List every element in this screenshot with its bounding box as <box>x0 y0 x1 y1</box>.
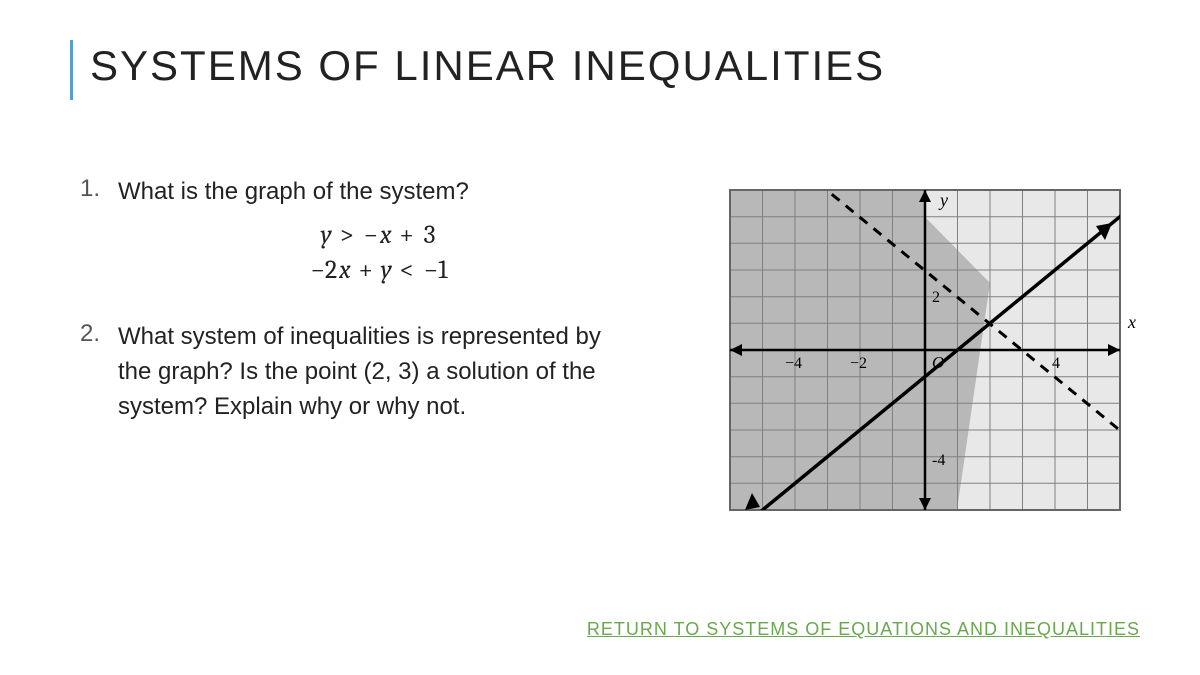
list-number-1: 1. <box>80 175 118 203</box>
list-number-2: 2. <box>80 320 118 348</box>
svg-text:2: 2 <box>932 289 940 306</box>
svg-text:x: x <box>1127 312 1136 332</box>
question-2-text: What system of inequalities is represent… <box>118 320 640 424</box>
question-list: 1. What is the graph of the system? y > … <box>80 175 640 448</box>
svg-text:-4: -4 <box>932 452 945 469</box>
equation-block: y > −x + 3 −2x + y < −1 <box>118 218 640 288</box>
title-accent-bar <box>70 40 73 100</box>
svg-text:−4: −4 <box>785 355 802 372</box>
list-body-1: What is the graph of the system? y > −x … <box>118 175 640 296</box>
list-item: 2. What system of inequalities is repres… <box>80 320 640 424</box>
return-link[interactable]: RETURN TO SYSTEMS OF EQUATIONS AND INEQU… <box>587 619 1140 640</box>
list-item: 1. What is the graph of the system? y > … <box>80 175 640 296</box>
equation-1: y > −x + 3 <box>118 218 640 253</box>
coordinate-graph: x y O −4 −2 4 2 -4 <box>710 170 1140 530</box>
question-1-text: What is the graph of the system? <box>118 175 640 210</box>
equation-2: −2x + y < −1 <box>118 253 640 288</box>
page-title: SYSTEMS OF LINEAR INEQUALITIES <box>90 42 885 90</box>
list-body-2: What system of inequalities is represent… <box>118 320 640 424</box>
svg-text:−2: −2 <box>850 355 867 372</box>
svg-text:4: 4 <box>1052 355 1060 372</box>
svg-text:y: y <box>938 190 948 210</box>
svg-text:O: O <box>932 353 944 372</box>
